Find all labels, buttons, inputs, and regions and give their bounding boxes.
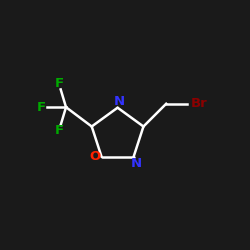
Text: Br: Br [191,97,208,110]
Text: F: F [54,77,64,90]
Text: N: N [113,94,124,108]
Text: F: F [54,124,64,138]
Text: N: N [131,156,142,170]
Text: O: O [89,150,101,164]
Text: F: F [37,101,46,114]
